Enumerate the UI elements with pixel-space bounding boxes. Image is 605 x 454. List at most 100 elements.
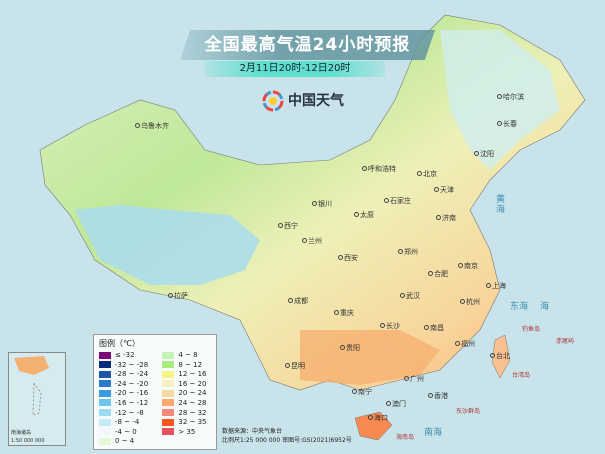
legend-swatch bbox=[162, 418, 175, 426]
legend-label: 28 ~ 32 bbox=[178, 408, 207, 417]
city-label: 上海 bbox=[486, 282, 506, 290]
city-label: 济南 bbox=[436, 214, 456, 222]
legend-item: 0 ~ 4 bbox=[99, 437, 157, 445]
legend-swatch bbox=[99, 389, 111, 397]
city-label: 太原 bbox=[354, 211, 374, 219]
city-label: 海口 bbox=[368, 414, 388, 422]
sea-label: 海 bbox=[540, 302, 550, 312]
city-label: 拉萨 bbox=[168, 292, 188, 300]
legend-swatch bbox=[162, 370, 175, 378]
legend-item: 12 ~ 16 bbox=[162, 370, 211, 378]
legend-title: 图例（℃） bbox=[99, 339, 140, 348]
subtitle-band bbox=[205, 61, 385, 77]
legend-item: 16 ~ 20 bbox=[162, 380, 211, 388]
city-label: 银川 bbox=[312, 200, 332, 208]
city-label: 南京 bbox=[458, 262, 478, 270]
legend-label: -4 ~ 0 bbox=[115, 427, 137, 436]
legend-item: 20 ~ 24 bbox=[162, 389, 211, 397]
city-label: 石家庄 bbox=[384, 197, 411, 205]
city-label: 北京 bbox=[417, 170, 437, 178]
legend-item: 8 ~ 12 bbox=[162, 361, 211, 369]
legend-item: 32 ~ 35 bbox=[162, 418, 211, 426]
island-label: 东沙群岛 bbox=[456, 408, 481, 415]
city-label: 昆明 bbox=[285, 362, 305, 370]
legend-item: -24 ~ -20 bbox=[99, 380, 157, 388]
legend-item: -32 ~ -28 bbox=[99, 361, 157, 369]
sea-label: 黄海 bbox=[496, 195, 506, 215]
city-label: 成都 bbox=[288, 297, 308, 305]
legend-swatch bbox=[99, 409, 111, 417]
legend-item: -4 ~ 0 bbox=[99, 428, 157, 436]
map-title: 全国最高气温24小时预报 bbox=[204, 35, 411, 55]
city-label: 香港 bbox=[428, 392, 448, 400]
south-china-sea-inset: 南海诸岛 1:50 000 000 bbox=[8, 352, 66, 446]
legend-swatch bbox=[99, 380, 111, 388]
legend-swatch bbox=[162, 361, 175, 369]
island-label: 台湾岛 bbox=[512, 372, 531, 379]
legend-swatch bbox=[99, 351, 111, 359]
legend-item: 4 ~ 8 bbox=[162, 351, 211, 359]
legend-label: 0 ~ 4 bbox=[115, 437, 135, 446]
legend-label: 24 ~ 28 bbox=[178, 398, 207, 407]
legend-swatch bbox=[99, 370, 111, 378]
city-label: 广州 bbox=[404, 375, 424, 383]
legend-label: 32 ~ 35 bbox=[178, 418, 207, 427]
city-label: 贵阳 bbox=[340, 344, 360, 352]
logo-text: 中国天气 bbox=[288, 93, 344, 109]
city-label: 郑州 bbox=[398, 248, 418, 256]
southern-warm-region bbox=[300, 330, 440, 385]
legend: 图例（℃） ≤ -32 -32 ~ -28 -28 ~ -24 -24 ~ -20 -2… bbox=[93, 334, 217, 451]
legend-label: 20 ~ 24 bbox=[178, 389, 207, 398]
legend-item: -8 ~ -4 bbox=[99, 418, 157, 426]
legend-swatch bbox=[99, 437, 111, 445]
legend-item: > 35 bbox=[162, 428, 211, 436]
city-label: 武汉 bbox=[400, 292, 420, 300]
city-label: 沈阳 bbox=[474, 150, 494, 158]
city-label: 天津 bbox=[434, 186, 454, 194]
legend-swatch bbox=[162, 389, 175, 397]
island-label: 赤尾屿 bbox=[556, 338, 575, 345]
city-label: 重庆 bbox=[334, 309, 354, 317]
city-label: 福州 bbox=[455, 340, 475, 348]
legend-item: -12 ~ -8 bbox=[99, 409, 157, 417]
city-label: 乌鲁木齐 bbox=[135, 122, 169, 130]
data-source: 数据来源：中央气象台 比例尺1:25 000 000 审图号:GS(2021)6… bbox=[222, 427, 352, 445]
tibet-cold-region bbox=[75, 205, 260, 285]
legend-label: -20 ~ -16 bbox=[115, 389, 149, 398]
city-label: 杭州 bbox=[460, 298, 480, 306]
legend-label: 16 ~ 20 bbox=[178, 379, 207, 388]
city-label: 南昌 bbox=[424, 324, 444, 332]
legend-swatch bbox=[162, 380, 175, 388]
legend-label: ≤ -32 bbox=[115, 351, 135, 359]
city-label: 澳门 bbox=[386, 400, 406, 408]
legend-label: -8 ~ -4 bbox=[115, 418, 140, 427]
legend-label: 8 ~ 12 bbox=[178, 360, 203, 369]
island-label: 钓鱼岛 bbox=[522, 326, 541, 333]
source-line: 数据来源：中央气象台 bbox=[222, 428, 283, 435]
city-label: 长春 bbox=[497, 120, 517, 128]
sea-label: 南海 bbox=[424, 428, 443, 438]
legend-label: -12 ~ -8 bbox=[115, 408, 144, 417]
sea-label: 东海 bbox=[510, 302, 529, 312]
china-weather-logo-icon bbox=[262, 90, 284, 112]
legend-swatch bbox=[99, 361, 111, 369]
legend-swatch bbox=[162, 351, 175, 359]
island-label: 海南岛 bbox=[396, 434, 415, 441]
legend-swatch bbox=[99, 399, 111, 407]
city-label: 西宁 bbox=[278, 222, 298, 230]
legend-item: 24 ~ 28 bbox=[162, 399, 211, 407]
legend-item: -28 ~ -24 bbox=[99, 370, 157, 378]
legend-swatch bbox=[99, 428, 111, 436]
legend-swatch bbox=[162, 409, 175, 417]
legend-column: ≤ -32 -32 ~ -28 -28 ~ -24 -24 ~ -20 -20 ~ -1… bbox=[99, 351, 157, 445]
legend-label: > 35 bbox=[178, 427, 196, 436]
legend-swatch bbox=[162, 399, 175, 407]
city-label: 兰州 bbox=[302, 237, 322, 245]
legend-label: 12 ~ 16 bbox=[178, 370, 207, 379]
map-subtitle: 2月11日20时-12日20时 bbox=[239, 63, 351, 74]
legend-swatch bbox=[99, 418, 111, 426]
city-label: 西安 bbox=[338, 254, 358, 262]
title-band bbox=[180, 30, 435, 60]
city-label: 南宁 bbox=[352, 388, 372, 396]
